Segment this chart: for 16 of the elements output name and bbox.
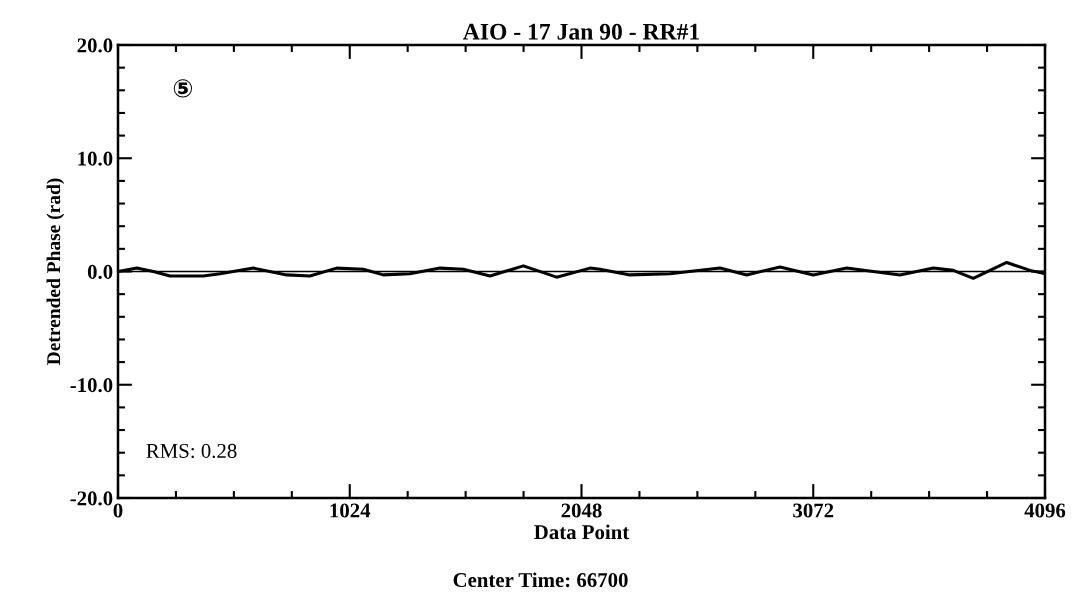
y-tick-label: 10.0 [78, 151, 113, 166]
x-tick-label: 4096 [1024, 503, 1066, 518]
x-tick-label: 3072 [793, 503, 834, 518]
x-tick-label: 2048 [561, 503, 602, 518]
text: Center Time: 66700 [453, 572, 628, 588]
y-axis-title: Detrended Phase (rad) [46, 178, 65, 365]
y-tick-label: -10.0 [70, 378, 113, 393]
y-tick-label: 0.0 [87, 264, 113, 280]
x-tick-label: 0 [113, 503, 123, 518]
x-tick-label: 1024 [330, 503, 371, 518]
y-tick-label: -20.0 [70, 491, 113, 506]
annotation: ⑤ [173, 79, 193, 98]
x-axis-title: Data Point [534, 524, 630, 540]
chart-title: AIO - 17 Jan 90 - RR#1 [463, 23, 699, 40]
annotation: RMS: 0.28 [146, 443, 237, 459]
y-tick-label: 20.0 [77, 38, 113, 53]
